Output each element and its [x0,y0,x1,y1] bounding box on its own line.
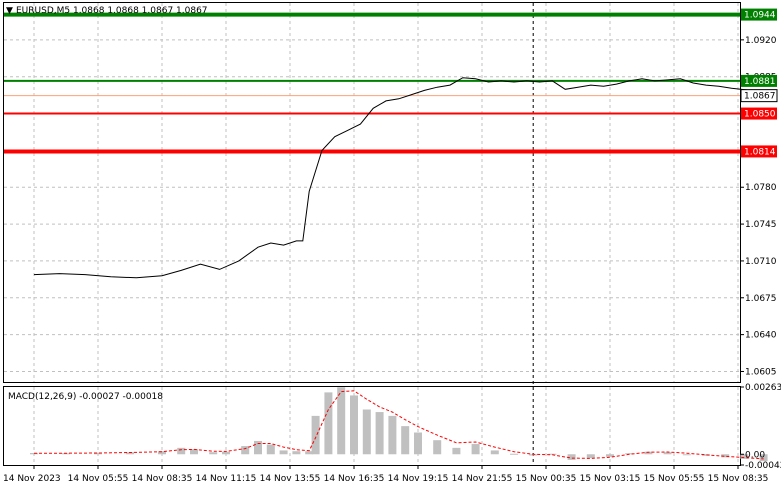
macd-bar [158,451,166,455]
macd-bar [62,453,70,455]
macd-bar [292,451,301,455]
x-tick-label: 14 Nov 08:35 [132,474,193,484]
y-tick-label: 1.0745 [745,220,777,230]
y-tick-label: 1.0920 [745,36,777,46]
macd-bar [702,454,710,456]
macd-bar [305,451,314,455]
macd-signal-line [34,390,764,460]
macd-histogram [30,387,768,462]
macd-bar [452,447,461,455]
macd-bar [375,412,384,455]
x-tick-label: 14 Nov 11:15 [196,474,257,484]
macd-readout: MACD(12,26,9) -0.00027 -0.00018 [8,392,163,402]
price-axis-ticks: 1.09201.08851.08501.08151.07801.07451.07… [740,36,777,377]
macd-bar [567,454,576,460]
x-tick-label: 14 Nov 21:55 [452,474,513,484]
level-tag-support [741,107,777,120]
x-tick-label: 15 Nov 00:35 [516,474,577,484]
symbol-readout: EURUSD,M5 1.0868 1.0868 1.0867 1.0867 [16,6,208,16]
macd-bar [414,432,422,455]
macd-tick-label: 0.00 [745,450,765,460]
macd-bar [682,454,691,456]
level-tag-label: 1.0814 [744,147,776,157]
y-tick-label: 1.0640 [745,331,777,341]
dropdown-arrow-icon[interactable]: ▼ [6,6,13,16]
x-tick-label: 15 Nov 08:35 [708,474,769,484]
macd-tick-label: -0.00042 [745,461,781,471]
macd-bar [222,451,230,455]
macd-bar [625,453,634,455]
macd-bar [401,426,410,455]
level-tag-support [741,145,777,158]
macd-bar [126,452,134,455]
x-tick-label: 15 Nov 05:55 [644,474,705,484]
macd-bar [337,387,346,455]
price-grid [4,3,740,382]
macd-bar [324,392,333,455]
level-tag-current [740,89,778,103]
level-tag-resistance [741,74,777,87]
x-tick-label: 14 Nov 2023 [3,474,61,484]
y-tick-label: 1.0780 [745,183,777,193]
macd-bar [548,453,557,455]
macd-bar [606,454,614,457]
level-tag-label: 1.0881 [744,77,776,87]
level-tags: 1.0944 1.0881 1.0867 1.0850 1.0814 [740,8,778,158]
level-tag-label: 1.0867 [744,92,776,102]
macd-bar [510,453,518,455]
y-tick-label: 1.0675 [745,294,777,304]
macd-bar [190,449,198,455]
price-line-series [33,77,764,279]
macd-bar [94,452,102,455]
price-panel-frame [3,2,741,383]
macd-bar [433,440,442,455]
level-tag-label: 1.0944 [744,11,776,21]
x-tick-label: 14 Nov 19:15 [388,474,449,484]
macd-bar [721,454,730,458]
macd-tick-label: 0.00263 [745,383,781,393]
macd-bar [471,444,480,455]
macd-bar [177,447,186,455]
macd-bar [759,454,768,462]
macd-bar [362,409,371,455]
macd-bar [740,454,749,459]
x-tick-label: 15 Nov 03:15 [580,474,641,484]
macd-bar [388,415,397,455]
macd-bar [350,395,358,455]
macd-bar [490,450,499,455]
macd-bar [279,450,288,455]
x-tick-label: 14 Nov 16:35 [324,474,385,484]
x-tick-label: 14 Nov 13:55 [260,474,321,484]
x-tick-label: 14 Nov 05:55 [68,474,129,484]
price-levels [4,12,740,154]
level-tag-label: 1.0850 [744,110,776,120]
macd-bar [209,452,218,455]
macd-axis-ticks: 0.00263 0.00-0.00042 [740,383,781,471]
macd-bar [266,444,275,455]
macd-bar [529,454,538,456]
macd-bar [241,446,250,455]
y-tick-label: 1.0710 [745,257,777,267]
macd-bar [663,452,672,455]
macd-bar [586,454,595,459]
time-axis-ticks: 14 Nov 2023 14 Nov 05:55 14 Nov 08:35 14 No… [3,465,768,484]
macd-bar [644,451,653,455]
macd-bar [311,415,320,455]
level-tag-resistance [741,8,777,21]
macd-bar [254,440,262,455]
y-tick-label: 1.0605 [745,367,777,377]
